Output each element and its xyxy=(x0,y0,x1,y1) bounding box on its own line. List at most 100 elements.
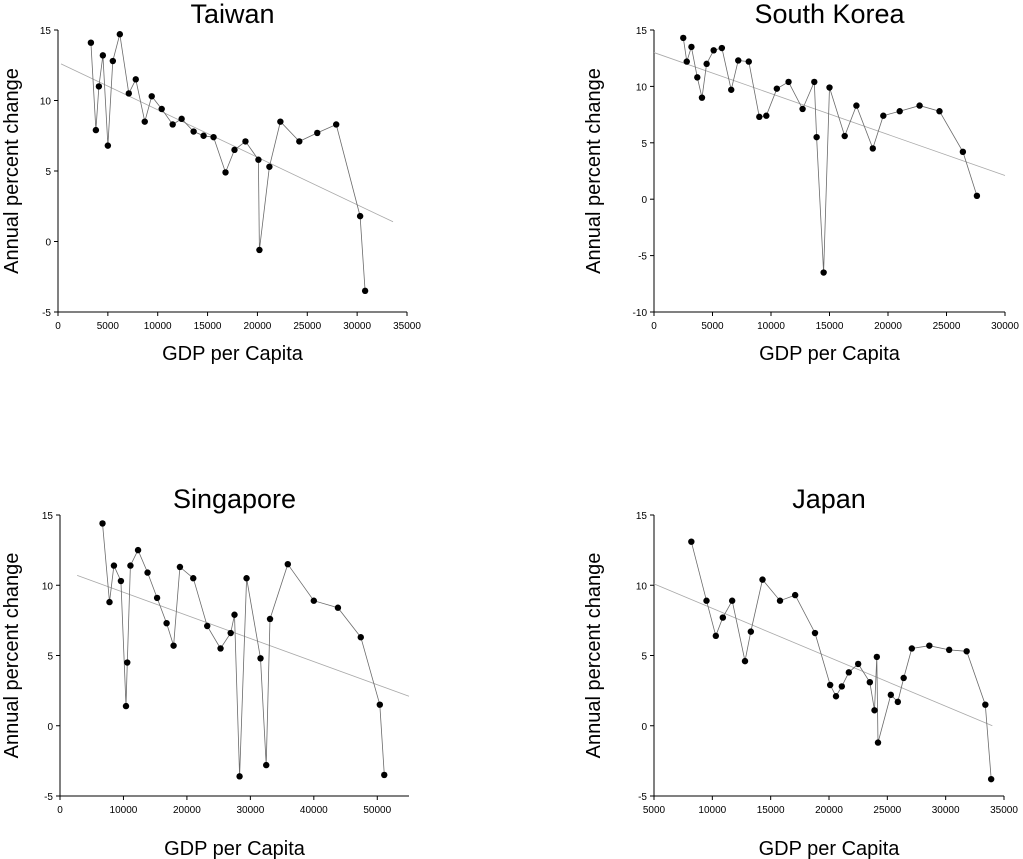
y-axis-label: Annual percent change xyxy=(1,68,23,274)
x-tick-label: 25000 xyxy=(933,321,961,332)
x-tick-label: 0 xyxy=(651,321,657,332)
data-point xyxy=(200,132,207,139)
y-tick-label: 15 xyxy=(636,26,648,37)
data-point xyxy=(741,657,749,665)
data-point xyxy=(973,192,981,200)
series-line xyxy=(690,541,992,780)
data-point xyxy=(163,619,170,627)
data-point xyxy=(381,771,388,779)
series-line xyxy=(682,37,978,273)
y-tick-label: -5 xyxy=(638,792,647,803)
chart-title: South Korea xyxy=(754,0,905,29)
data-point xyxy=(756,113,763,121)
data-point xyxy=(284,560,292,568)
data-point xyxy=(141,118,148,125)
data-point xyxy=(357,634,364,641)
data-point xyxy=(95,83,103,90)
data-point xyxy=(703,60,710,68)
x-axis-label: GDP per Capita xyxy=(759,838,901,859)
x-tick-label: 15000 xyxy=(194,321,222,332)
data-point xyxy=(887,691,895,699)
y-tick-label: -5 xyxy=(44,792,53,803)
data-point xyxy=(277,118,284,125)
y-tick-label: 0 xyxy=(45,238,51,249)
series-line xyxy=(102,523,385,777)
data-point xyxy=(832,693,840,700)
data-point xyxy=(694,74,701,81)
data-point xyxy=(144,569,151,576)
data-point xyxy=(176,563,184,571)
x-tick-label: 15000 xyxy=(816,321,844,332)
data-point xyxy=(110,562,118,569)
x-tick-label: 5000 xyxy=(97,321,120,332)
south-korea-chart: 0 5000 10000 15000 20000 25000 30000 -10 -5 0 5 10 1… xyxy=(583,0,1019,365)
x-tick-label: 20000 xyxy=(244,321,272,332)
y-axis-label: Annual percent change xyxy=(583,68,605,274)
trend-line xyxy=(653,583,993,727)
data-point xyxy=(735,57,742,64)
data-point xyxy=(204,622,211,630)
x-tick-label: 10000 xyxy=(110,805,138,816)
data-point xyxy=(916,102,923,109)
singapore-chart: 0 10000 20000 30000 40000 50000 -5 0 5 10 15 Singap… xyxy=(1,484,410,859)
data-point xyxy=(813,133,820,141)
data-point xyxy=(296,138,303,145)
data-point xyxy=(811,629,819,637)
data-point xyxy=(826,681,834,689)
data-point xyxy=(314,129,321,137)
data-point xyxy=(688,538,695,545)
chart-title: Taiwan xyxy=(190,0,274,29)
data-point xyxy=(747,628,755,635)
x-tick-label: 20000 xyxy=(815,805,843,816)
data-point xyxy=(688,43,695,51)
data-point xyxy=(210,133,217,141)
x-tick-label: 50000 xyxy=(363,805,391,816)
data-point xyxy=(945,646,953,654)
x-axis-label: GDP per Capita xyxy=(162,343,304,365)
data-point xyxy=(900,674,907,682)
y-tick-label: -10 xyxy=(633,308,648,319)
data-point xyxy=(838,683,846,690)
trend-line xyxy=(76,575,410,697)
y-tick-label: 5 xyxy=(47,652,53,663)
data-point xyxy=(109,57,117,65)
data-point xyxy=(987,775,995,783)
data-point xyxy=(894,698,902,706)
data-point xyxy=(826,84,833,91)
data-point xyxy=(820,269,827,276)
data-point xyxy=(132,76,139,83)
data-point xyxy=(759,576,766,583)
data-point xyxy=(169,121,176,128)
data-point xyxy=(719,614,727,621)
data-point xyxy=(104,142,112,149)
data-point xyxy=(256,246,263,254)
data-point xyxy=(873,653,881,661)
series-line xyxy=(90,34,366,291)
x-tick-label: 25000 xyxy=(873,805,901,816)
data-point xyxy=(127,562,134,569)
data-point xyxy=(334,604,342,611)
data-point xyxy=(698,94,706,101)
y-tick-label: 15 xyxy=(636,511,648,522)
data-point xyxy=(683,58,690,65)
y-axis-label: Annual percent change xyxy=(1,553,23,759)
data-point xyxy=(257,655,264,662)
x-tick-label: 15000 xyxy=(757,805,785,816)
data-point xyxy=(153,594,161,602)
data-point xyxy=(242,138,249,145)
x-tick-label: 35000 xyxy=(393,321,421,332)
data-point xyxy=(125,90,132,97)
data-point xyxy=(99,52,107,59)
data-point xyxy=(222,169,229,176)
data-point xyxy=(190,128,197,135)
data-point xyxy=(680,34,687,42)
data-point xyxy=(799,105,806,113)
x-axis-label: GDP per Capita xyxy=(164,838,306,859)
y-tick-label: 0 xyxy=(641,722,647,733)
y-tick-label: 10 xyxy=(636,581,648,592)
data-point xyxy=(841,132,848,140)
data-point xyxy=(122,702,130,710)
data-point xyxy=(356,212,364,220)
data-point xyxy=(811,78,818,86)
